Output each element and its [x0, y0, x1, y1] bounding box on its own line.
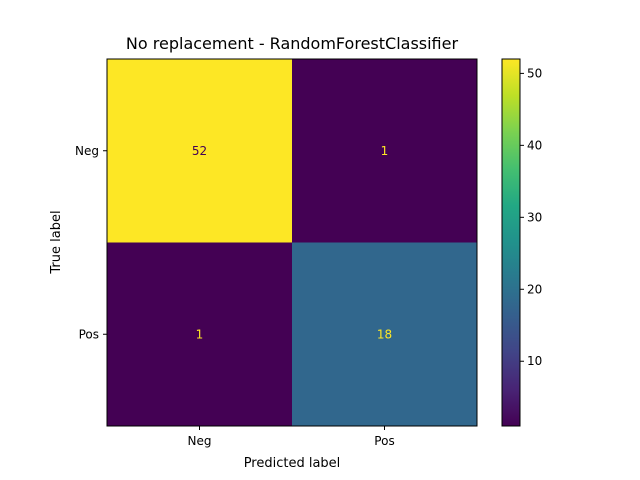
matrix-value-label: 1	[381, 144, 389, 158]
y-axis-label: True label	[49, 210, 64, 274]
y-tick-label: Neg	[75, 144, 99, 158]
matrix-cells	[107, 59, 477, 426]
x-tick-label: Neg	[188, 434, 212, 448]
matrix-value-label: 1	[196, 327, 204, 341]
chart-title: No replacement - RandomForestClassifier	[126, 34, 459, 53]
matrix-cell	[292, 59, 477, 243]
y-tick-label: Pos	[79, 327, 99, 341]
colorbar-tick-label: 10	[527, 354, 542, 368]
matrix-cell	[107, 242, 292, 426]
matrix-cell	[292, 242, 477, 426]
colorbar-ticks: 10 20 30 40 50	[520, 66, 542, 368]
colorbar-gradient	[502, 59, 520, 426]
matrix-value-labels: 52 1 1 18	[192, 144, 392, 342]
x-axis-label: Predicted label	[244, 456, 341, 471]
matrix-value-label: 52	[192, 144, 207, 158]
matrix-value-label: 18	[377, 327, 392, 341]
plot-frame	[106, 58, 478, 427]
colorbar-frame	[501, 58, 521, 427]
colorbar-tick-label: 50	[527, 66, 542, 80]
colorbar-tick-label: 40	[527, 138, 542, 152]
colorbar-tick-label: 30	[527, 210, 542, 224]
matrix-cell	[107, 59, 292, 243]
x-tick-label: Pos	[374, 434, 394, 448]
x-axis-ticks: Neg Pos	[188, 426, 395, 448]
colorbar: 10 20 30 40 50	[501, 58, 542, 427]
colorbar-tick-label: 20	[527, 282, 542, 296]
y-axis-ticks: Neg Pos	[75, 144, 107, 341]
